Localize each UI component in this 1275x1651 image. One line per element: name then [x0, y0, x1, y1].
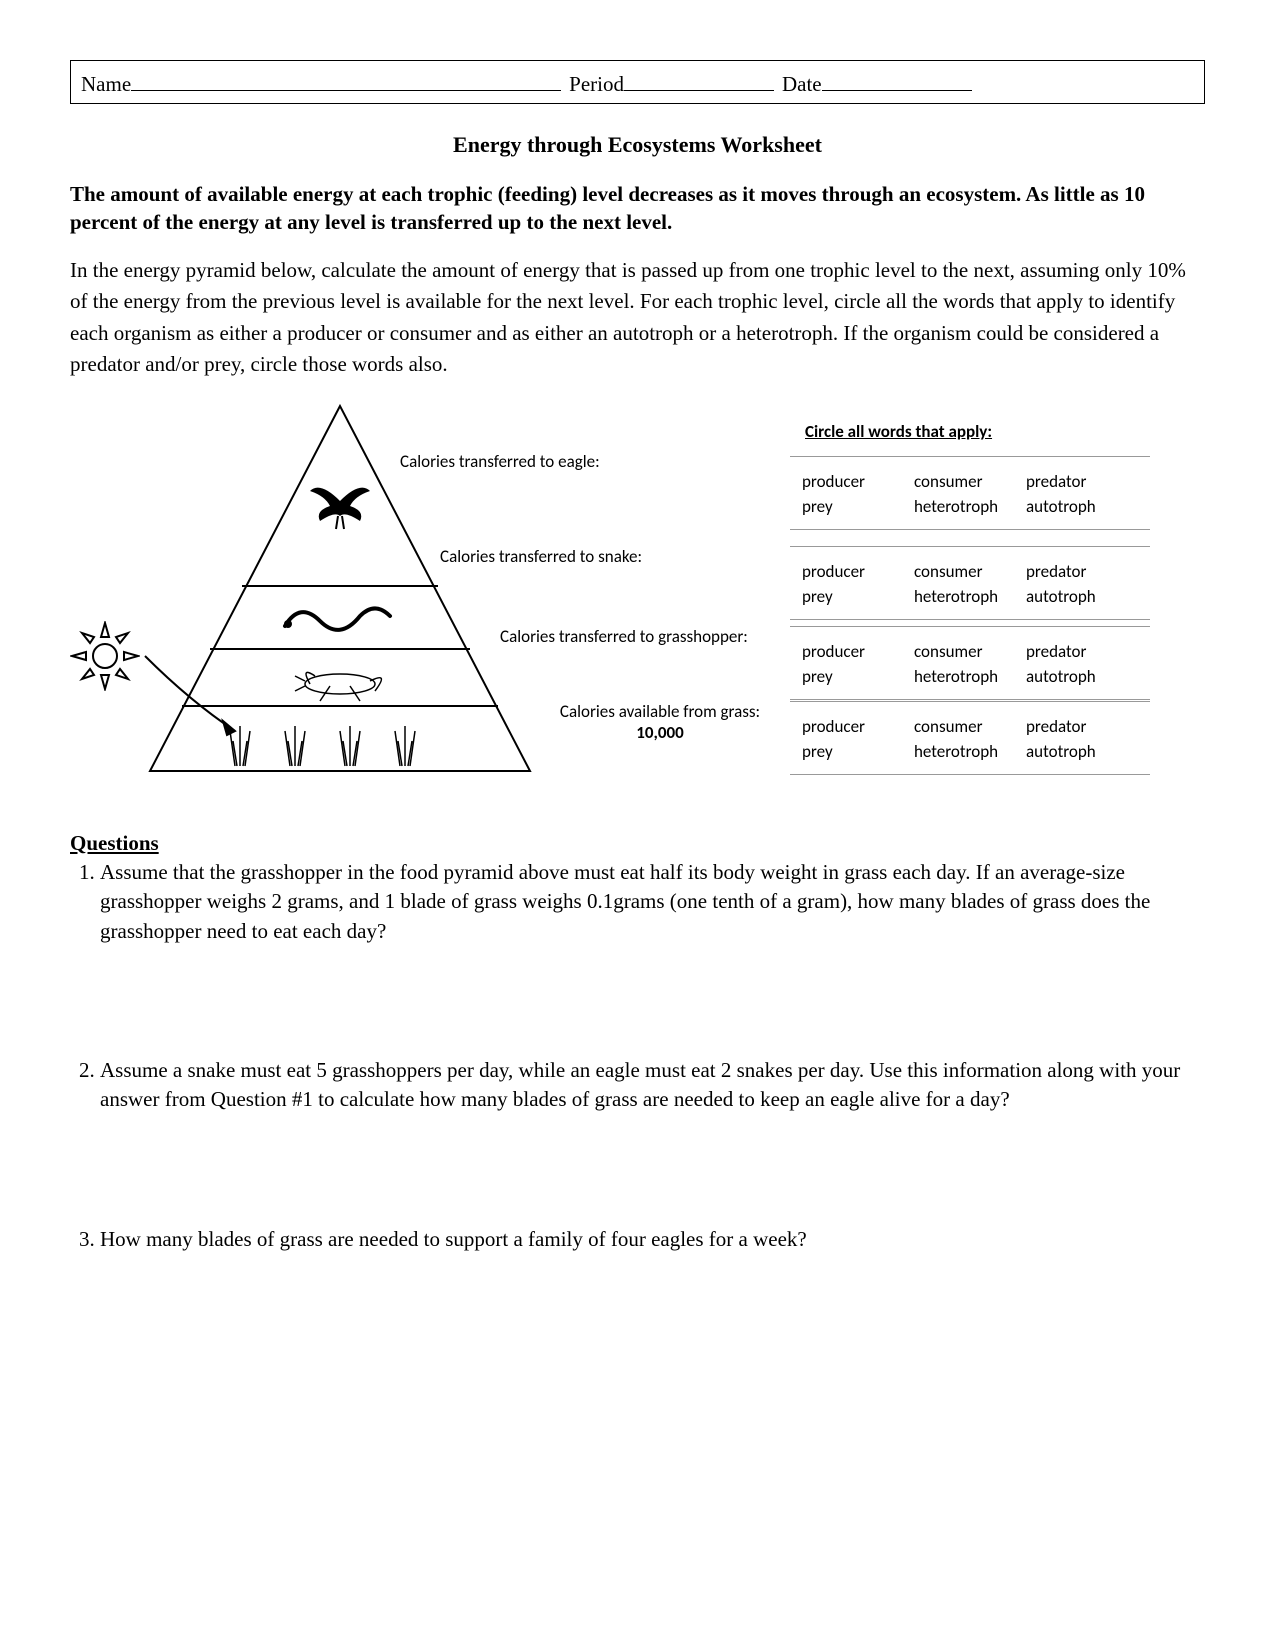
word-producer[interactable]: producer — [802, 716, 914, 737]
grasshopper-label-text: Calories transferred to grasshopper: — [500, 626, 748, 647]
question-2: Assume a snake must eat 5 grasshoppers p… — [100, 1056, 1205, 1115]
word-consumer[interactable]: consumer — [914, 471, 1026, 492]
question-3: How many blades of grass are needed to s… — [100, 1225, 1205, 1254]
word-autotroph[interactable]: autotroph — [1026, 666, 1138, 687]
worksheet-page: Name Period Date Energy through Ecosyste… — [0, 0, 1275, 1651]
name-blank[interactable] — [131, 67, 561, 91]
word-producer[interactable]: producer — [802, 471, 914, 492]
word-autotroph[interactable]: autotroph — [1026, 496, 1138, 517]
word-consumer[interactable]: consumer — [914, 641, 1026, 662]
level-label-snake: Calories transferred to snake: — [440, 546, 720, 567]
header-row: Name Period Date — [70, 60, 1205, 104]
word-heterotroph[interactable]: heterotroph — [914, 666, 1026, 687]
word-predator[interactable]: predator — [1026, 471, 1138, 492]
word-heterotroph[interactable]: heterotroph — [914, 496, 1026, 517]
word-heterotroph[interactable]: heterotroph — [914, 741, 1026, 762]
word-prey[interactable]: prey — [802, 666, 914, 687]
word-consumer[interactable]: consumer — [914, 561, 1026, 582]
questions-list: Assume that the grasshopper in the food … — [70, 858, 1205, 1254]
question-1: Assume that the grasshopper in the food … — [100, 858, 1205, 946]
level-label-grasshopper: Calories transferred to grasshopper: — [500, 626, 780, 647]
grass-label-text: Calories available from grass: — [560, 701, 760, 722]
word-autotroph[interactable]: autotroph — [1026, 586, 1138, 607]
period-blank[interactable] — [624, 67, 774, 91]
word-producer[interactable]: producer — [802, 561, 914, 582]
word-predator[interactable]: predator — [1026, 561, 1138, 582]
word-prey[interactable]: prey — [802, 496, 914, 517]
word-box-grasshopper[interactable]: producer consumer predator prey heterotr… — [790, 626, 1150, 700]
word-prey[interactable]: prey — [802, 586, 914, 607]
word-predator[interactable]: predator — [1026, 716, 1138, 737]
questions-heading: Questions — [70, 831, 1205, 856]
word-box-header: Circle all words that apply: — [805, 421, 992, 442]
word-heterotroph[interactable]: heterotroph — [914, 586, 1026, 607]
word-autotroph[interactable]: autotroph — [1026, 741, 1138, 762]
date-label: Date — [782, 72, 822, 97]
name-label: Name — [81, 72, 131, 97]
level-label-grass: Calories available from grass: 10,000 — [550, 701, 770, 743]
energy-pyramid-diagram: Calories transferred to eagle: Calories … — [70, 401, 1205, 801]
intro-body-text: In the energy pyramid below, calculate t… — [70, 255, 1205, 381]
word-box-eagle[interactable]: producer consumer predator prey heterotr… — [790, 456, 1150, 530]
worksheet-title: Energy through Ecosystems Worksheet — [70, 132, 1205, 158]
word-consumer[interactable]: consumer — [914, 716, 1026, 737]
level-label-eagle: Calories transferred to eagle: — [400, 451, 680, 472]
grass-value: 10,000 — [550, 722, 770, 743]
intro-bold-text: The amount of available energy at each t… — [70, 180, 1205, 237]
period-label: Period — [569, 72, 624, 97]
word-producer[interactable]: producer — [802, 641, 914, 662]
word-prey[interactable]: prey — [802, 741, 914, 762]
word-predator[interactable]: predator — [1026, 641, 1138, 662]
word-box-snake[interactable]: producer consumer predator prey heterotr… — [790, 546, 1150, 620]
eagle-label-text: Calories transferred to eagle: — [400, 451, 600, 472]
date-blank[interactable] — [822, 67, 972, 91]
word-box-grass[interactable]: producer consumer predator prey heterotr… — [790, 701, 1150, 775]
snake-label-text: Calories transferred to snake: — [440, 546, 642, 567]
